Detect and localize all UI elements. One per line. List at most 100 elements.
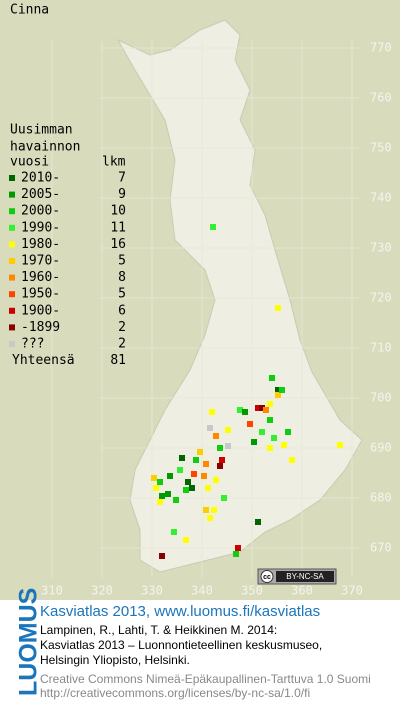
grid-y-label: 700 <box>370 391 392 405</box>
license-url: http://creativecommons.org/licenses/by-n… <box>40 686 310 700</box>
legend-swatch <box>9 274 15 281</box>
grid-x-label: 360 <box>291 584 313 598</box>
grid-y-label: 720 <box>370 291 392 305</box>
legend-swatch <box>9 224 15 231</box>
occurrence <box>337 442 343 448</box>
occurrence <box>255 519 261 525</box>
grid-x-label: 350 <box>241 584 263 598</box>
occurrence <box>183 487 189 493</box>
occurrence <box>167 473 173 479</box>
occurrence <box>173 497 179 503</box>
occurrence <box>263 407 269 413</box>
legend-label: 1980- <box>21 237 60 252</box>
occurrence <box>177 467 183 473</box>
occurrence <box>191 471 197 477</box>
citation: Helsingin Yliopisto, Helsinki. <box>40 653 190 667</box>
occurrence <box>159 553 165 559</box>
finland-land <box>116 19 363 573</box>
occurrence <box>213 433 219 439</box>
footer: LUOMUS Kasviatlas 2013, www.luomus.fi/ka… <box>15 588 371 701</box>
legend-total-count: 81 <box>110 353 126 368</box>
legend-heading: Uusimman <box>10 123 73 138</box>
legend-count: 8 <box>118 270 126 285</box>
occurrence <box>285 429 291 435</box>
citation: Kasviatlas 2013 – Luonnontieteellinen ke… <box>40 638 322 652</box>
grid-y-label: 710 <box>370 341 392 355</box>
occurrence <box>221 495 227 501</box>
cc-circle <box>260 570 274 583</box>
legend-swatch <box>9 208 15 215</box>
grid-x-label: 330 <box>141 584 163 598</box>
occurrence <box>269 375 275 381</box>
occurrence <box>275 392 281 398</box>
occurrence <box>225 427 231 433</box>
grid-x-label: 310 <box>41 584 63 598</box>
grid-y-label: 750 <box>370 141 392 155</box>
occurrence <box>183 537 189 543</box>
badge-inner <box>276 571 334 582</box>
legend-count: 7 <box>118 171 126 186</box>
occurrence <box>247 421 253 427</box>
occurrence <box>217 463 223 469</box>
legend-label: -1899 <box>21 320 60 335</box>
occurrence <box>271 435 277 441</box>
occurrence <box>197 449 203 455</box>
legend-label: 1990- <box>21 220 60 235</box>
grid-x-label: 340 <box>191 584 213 598</box>
occurrence <box>157 479 163 485</box>
legend-count: 9 <box>118 187 126 202</box>
legend-count: 2 <box>118 337 126 352</box>
logo: LUOMUS <box>15 588 43 696</box>
occurrence <box>225 443 231 449</box>
legend-label: 2005- <box>21 187 60 202</box>
grid-y-label: 680 <box>370 491 392 505</box>
legend-count: 16 <box>110 237 126 252</box>
legend-label: 1970- <box>21 254 60 269</box>
occurrence <box>207 515 213 521</box>
occurrence <box>203 461 209 467</box>
legend-label: ??? <box>21 337 44 352</box>
occurrence <box>179 455 185 461</box>
legend-count: 2 <box>118 320 126 335</box>
legend-label: 1900- <box>21 303 60 318</box>
occurrence <box>205 485 211 491</box>
occurrence <box>193 457 199 463</box>
occurrence <box>209 409 215 415</box>
occurrence <box>165 491 171 497</box>
legend-heading: havainnon <box>10 140 80 155</box>
legend-swatch <box>9 307 15 314</box>
grid-x-label: 370 <box>341 584 363 598</box>
legend-label: 1960- <box>21 270 60 285</box>
legend-swatch <box>9 341 15 347</box>
legend-swatch <box>9 175 15 181</box>
legend-swatch <box>9 241 15 248</box>
occurrence <box>171 529 177 535</box>
grid-x-label: 320 <box>91 584 113 598</box>
occurrence <box>207 425 213 431</box>
occurrence <box>267 401 273 407</box>
legend-count: 10 <box>110 204 126 219</box>
occurrence <box>189 485 195 491</box>
occurrence <box>279 387 285 393</box>
legend-swatch <box>9 324 15 331</box>
legend-swatch <box>9 291 15 298</box>
grid-y-label: 740 <box>370 191 392 205</box>
legend: Uusimman havainnon vuosi lkm 2010- 7 2005-… <box>9 123 126 368</box>
occurrence <box>210 224 216 230</box>
footer-title: Kasviatlas 2013, www.luomus.fi/kasviatla… <box>40 603 320 620</box>
occurrence <box>281 442 287 448</box>
license-badge: cc BY-NC-SA <box>257 568 337 585</box>
occurrence <box>185 479 191 485</box>
occurrence <box>235 545 241 551</box>
legend-label: 1950- <box>21 287 60 302</box>
occurrence <box>289 457 295 463</box>
occurrence <box>217 445 223 451</box>
legend-swatch <box>9 258 15 264</box>
license-text: Creative Commons Nimeä-Epäkaupallinen-Ta… <box>40 672 371 686</box>
occurrence <box>275 305 281 311</box>
grid-y-label: 760 <box>370 91 392 105</box>
occurrence <box>267 417 273 423</box>
occurrence <box>242 409 248 415</box>
occurrence <box>157 499 163 505</box>
